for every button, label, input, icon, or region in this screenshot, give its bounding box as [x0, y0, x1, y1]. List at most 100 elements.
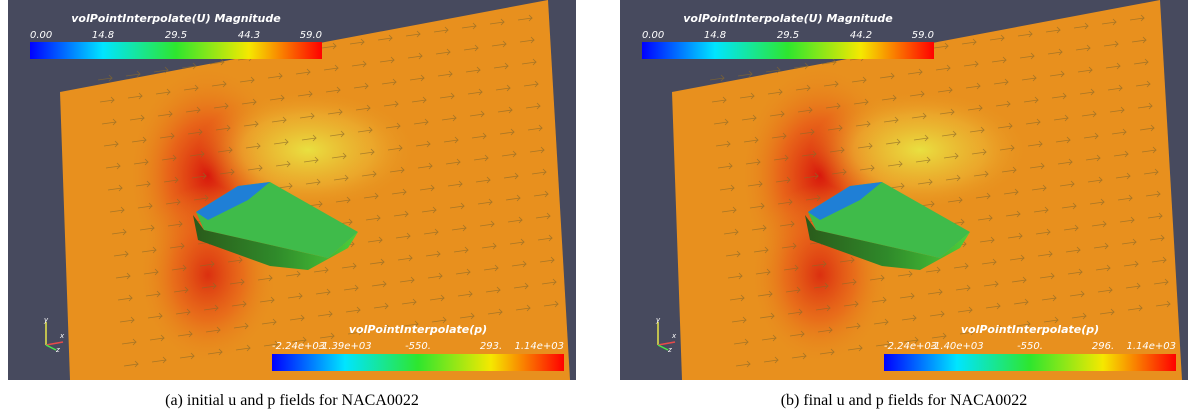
- glyph-arrow: [257, 274, 273, 282]
- glyph-arrow: [193, 194, 209, 202]
- glyph-arrow: [827, 124, 843, 132]
- glyph-arrow: [301, 134, 317, 142]
- glyph-arrow: [729, 294, 745, 302]
- axis-triad-label: x: [59, 332, 65, 340]
- glyph-arrow: [357, 126, 373, 134]
- glyph-arrow: [345, 306, 361, 314]
- p-colorbar-tick-label: -1.40e+03: [930, 341, 983, 352]
- glyph-arrow: [275, 160, 291, 168]
- glyph-arrow: [829, 146, 845, 154]
- glyph-arrow: [369, 258, 385, 266]
- glyph-arrow: [915, 156, 931, 164]
- glyph-arrow: [347, 328, 363, 336]
- glyph-arrow: [331, 152, 347, 160]
- glyph-arrow: [885, 138, 901, 146]
- glyph-arrow: [487, 308, 503, 316]
- glyph-arrow: [143, 268, 159, 276]
- glyph-arrow: [205, 326, 221, 334]
- glyph-arrow: [169, 242, 185, 250]
- glyph-arrow: [1123, 260, 1139, 268]
- glyph-arrow: [1019, 52, 1035, 60]
- glyph-arrow: [243, 120, 259, 128]
- glyph-arrow: [1149, 234, 1165, 242]
- glyph-arrow: [317, 310, 333, 318]
- axis-triad-label: y: [655, 316, 661, 324]
- glyph-arrow: [451, 224, 467, 232]
- glyph-arrow: [1049, 70, 1065, 78]
- glyph-arrow: [349, 38, 365, 46]
- glyph-arrow: [1067, 268, 1083, 276]
- glyph-arrow: [433, 26, 449, 34]
- glyph-arrow: [1015, 320, 1031, 328]
- glyph-arrow: [505, 194, 521, 202]
- glyph-arrow: [1145, 190, 1161, 198]
- glyph-arrow: [447, 180, 463, 188]
- glyph-arrow: [1001, 166, 1017, 174]
- glyph-arrow: [489, 18, 505, 26]
- glyph-arrow: [541, 278, 557, 286]
- glyph-arrow: [185, 106, 201, 114]
- glyph-arrow: [1153, 278, 1169, 286]
- glyph-arrow: [109, 206, 125, 214]
- glyph-arrow: [417, 162, 433, 170]
- glyph-arrow: [365, 214, 381, 222]
- glyph-arrow: [435, 48, 451, 56]
- glyph-arrow: [967, 104, 983, 112]
- glyph-arrow: [235, 344, 251, 352]
- airfoil-leading: [196, 182, 270, 220]
- glyph-arrow: [373, 302, 389, 310]
- glyph-arrow: [911, 112, 927, 120]
- glyph-arrow: [811, 260, 827, 268]
- glyph-arrow: [535, 212, 551, 220]
- glyph-arrow: [787, 308, 803, 316]
- glyph-arrow: [751, 224, 767, 232]
- glyph-arrow: [527, 124, 543, 132]
- p-colorbar-tick-label: 296.: [1092, 341, 1114, 352]
- glyph-arrow: [789, 330, 805, 338]
- glyph-arrow: [775, 176, 791, 184]
- glyph-arrow: [1099, 308, 1115, 316]
- glyph-arrow: [1061, 202, 1077, 210]
- glyph-arrow: [383, 100, 399, 108]
- airfoil-leading: [808, 182, 882, 220]
- glyph-arrow: [825, 102, 841, 110]
- glyph-arrow: [1107, 84, 1123, 92]
- glyph-arrow: [229, 278, 245, 286]
- glyph-arrow: [879, 72, 895, 80]
- glyph-arrow: [137, 202, 153, 210]
- u-colorbar-tick-label: 59.0: [912, 30, 934, 41]
- glyph-arrow: [1069, 290, 1085, 298]
- glyph-arrow: [975, 192, 991, 200]
- glyph-arrow: [135, 180, 151, 188]
- glyph-arrow: [805, 194, 821, 202]
- glyph-arrow: [325, 86, 341, 94]
- glyph-arrow: [1073, 22, 1089, 30]
- glyph-arrow: [385, 122, 401, 130]
- glyph-arrow: [239, 76, 255, 84]
- glyph-arrow: [157, 110, 173, 118]
- glyph-arrow: [167, 220, 183, 228]
- glyph-arrow: [241, 98, 257, 106]
- glyph-arrow: [1071, 312, 1087, 320]
- glyph-arrow: [543, 300, 559, 308]
- glyph-arrow: [381, 78, 397, 86]
- glyph-arrow: [1063, 224, 1079, 232]
- glyph-arrow: [323, 64, 339, 72]
- glyph-arrow: [277, 182, 293, 190]
- glyph-arrow: [151, 356, 167, 364]
- glyph-arrow: [1143, 168, 1159, 176]
- glyph-arrow: [815, 304, 831, 312]
- glyph-arrow: [873, 318, 889, 326]
- glyph-arrow: [715, 140, 731, 148]
- glyph-arrow: [513, 282, 529, 290]
- glyph-arrow: [1079, 88, 1095, 96]
- u-colorbar-tick-label: 59.0: [300, 30, 322, 41]
- glyph-arrow: [773, 154, 789, 162]
- glyph-arrow: [495, 84, 511, 92]
- glyph-arrow: [163, 176, 179, 184]
- glyph-arrow: [737, 70, 753, 78]
- u-colorbar-tick-label: 44.3: [238, 30, 260, 41]
- glyph-arrow: [133, 158, 149, 166]
- glyph-arrow: [731, 316, 747, 324]
- glyph-arrow: [1013, 298, 1029, 306]
